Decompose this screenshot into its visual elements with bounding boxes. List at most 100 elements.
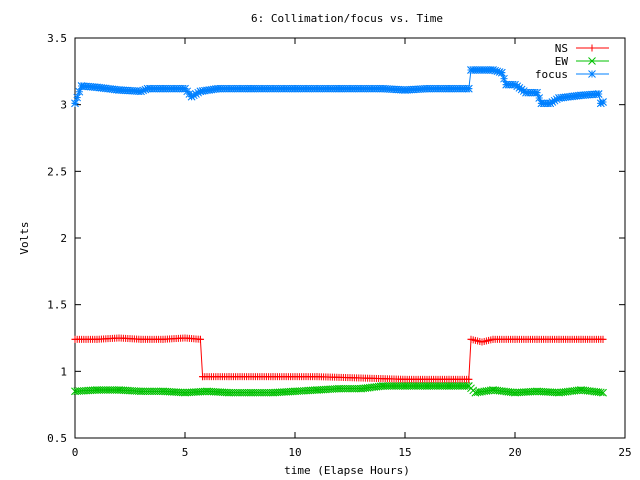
data-point-focus [522,88,530,97]
data-point-focus [335,84,343,93]
legend-label-focus: focus [535,68,568,81]
y-tick-label: 0.5 [47,432,67,445]
series-markers-ns [71,334,607,383]
series-markers-focus [71,66,607,108]
data-point-focus [502,80,511,89]
data-point-ns [467,335,475,343]
series-ew [71,382,607,397]
y-tick-label: 1.5 [47,299,67,312]
data-point-ew [181,388,189,397]
legend-marker-ns [588,44,596,52]
legend-item-ns: NS [555,42,609,55]
data-point-focus [181,84,189,93]
data-point-ew [445,382,453,390]
data-point-focus [533,88,541,97]
data-point-focus [537,99,546,108]
legend-marker-ew [588,57,596,65]
data-point-ew [225,388,233,397]
chart-title: 6: Collimation/focus vs. Time [251,12,443,25]
data-point-ns [199,373,207,381]
x-tick-label: 15 [398,446,411,459]
data-point-ew [555,388,563,397]
data-point-ns [313,373,321,381]
data-point-ns [599,335,607,343]
data-point-ew [489,386,497,394]
data-point-ew [357,384,365,393]
data-point-focus [214,84,222,93]
data-point-ns [401,375,409,383]
data-point-focus [401,86,409,94]
data-point-focus [500,74,508,83]
data-point-ew [379,382,387,390]
data-point-ns [357,374,365,382]
data-point-focus [77,82,86,90]
data-point-ew [203,387,211,396]
data-point-focus [71,99,79,108]
x-tick-label: 20 [508,446,521,459]
data-point-focus [291,84,299,93]
y-tick-label: 3 [60,99,67,112]
data-point-ew [462,382,471,390]
data-point-focus [115,86,123,94]
legend-marker-focus [588,70,596,78]
y-axis-label: Volts [18,221,31,254]
x-tick-label: 5 [182,446,189,459]
data-point-focus [497,68,506,77]
data-point-ew [511,388,519,397]
legend-label-ns: NS [555,42,568,55]
data-point-ns [71,335,79,343]
data-point-ew [335,384,343,393]
data-point-ew [313,386,321,394]
data-point-ew [93,386,101,394]
legend-item-focus: focus [535,68,609,81]
data-point-focus [464,84,473,93]
data-point-focus [137,87,145,96]
x-tick-label: 10 [288,446,301,459]
data-point-ns [445,375,453,383]
data-point-focus [555,94,563,102]
data-point-ns [159,335,167,343]
data-point-focus [247,84,255,93]
series-markers-ew [71,382,607,397]
y-axis-ticks: 0.5 1 1.5 2 2.5 3 3.5 [47,32,625,445]
data-point-ns [137,335,145,343]
x-tick-label: 0 [72,446,79,459]
data-point-ew [137,387,145,396]
data-point-ew [423,382,431,390]
data-point-focus [143,84,152,93]
data-point-focus [577,91,585,100]
data-point-focus [379,84,387,93]
x-axis-label: time (Elapse Hours) [284,464,410,477]
data-point-ns [181,334,189,342]
data-point-ew [159,387,167,396]
data-point-focus [187,92,196,101]
data-point-ns [225,373,233,381]
data-point-ew [401,382,409,390]
data-point-ns [555,335,563,343]
data-point-ns [115,334,123,342]
data-point-ew [291,387,299,396]
data-point-focus [445,84,453,93]
data-point-ns [465,375,473,383]
data-point-focus [599,98,607,106]
y-tick-label: 3.5 [47,32,67,45]
data-point-focus [546,99,555,108]
data-point-ns [478,338,486,346]
x-tick-label: 25 [618,446,631,459]
data-point-ns [93,335,101,343]
series-ns [71,334,607,383]
data-point-ns [577,335,585,343]
data-point-ns [196,335,204,343]
data-point-ew [533,387,541,396]
data-point-focus [93,83,101,92]
series-layer [71,66,607,397]
y-tick-label: 1 [60,365,67,378]
data-point-ew [577,386,585,394]
data-point-ns [511,335,519,343]
x-axis-ticks: 0 5 10 15 20 25 [72,38,632,459]
data-point-focus [196,87,205,96]
data-point-ew [247,388,255,397]
legend-item-ew: EW [555,55,609,68]
